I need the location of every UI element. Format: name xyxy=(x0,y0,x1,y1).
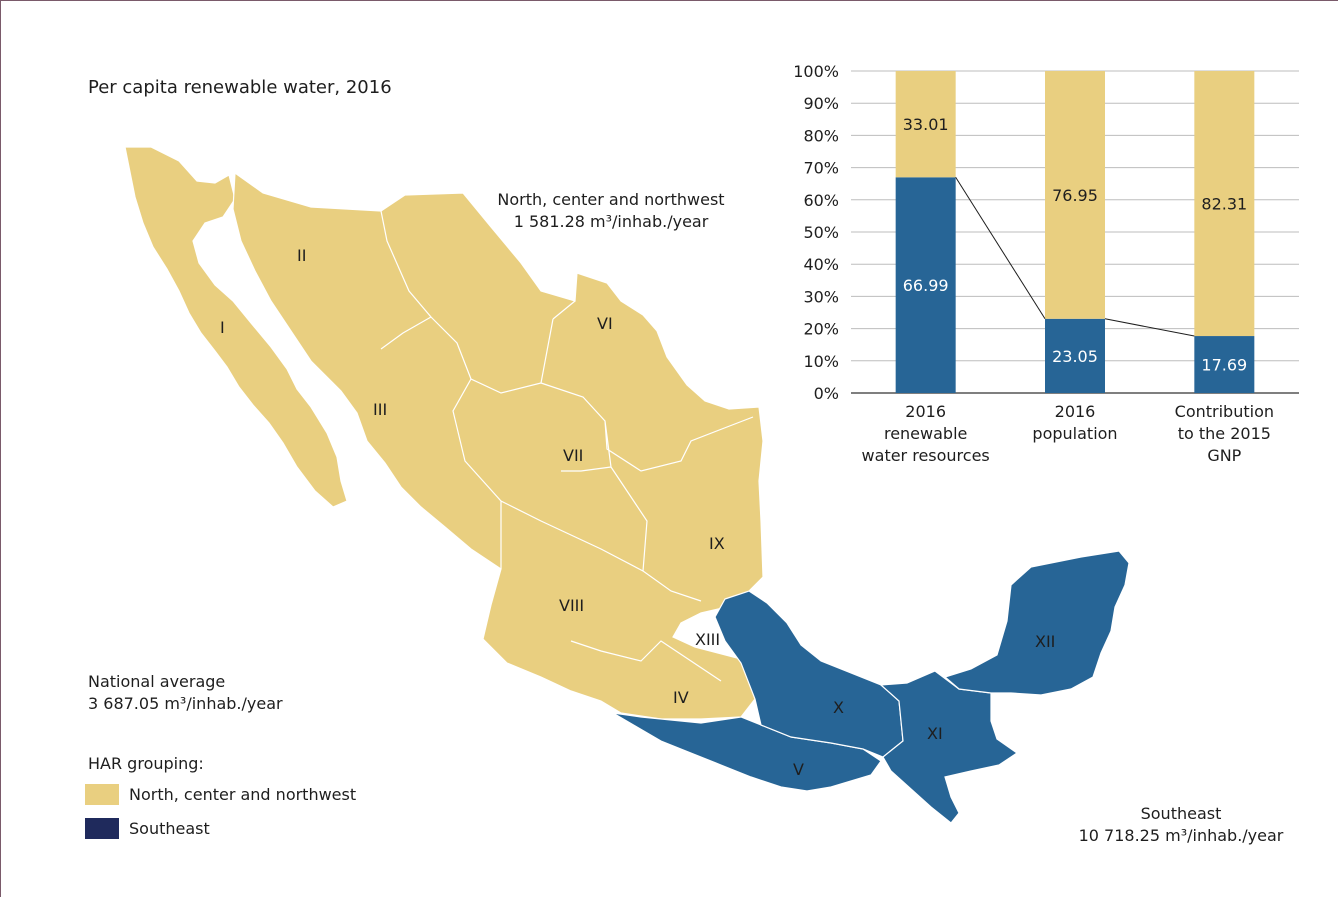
region-label-V: V xyxy=(793,760,804,779)
bar-segment xyxy=(1045,318,1105,393)
data-label: 66.99 xyxy=(903,276,949,295)
legend-swatch-north xyxy=(85,784,119,805)
y-tick-label: 70% xyxy=(803,159,839,178)
bar-segment xyxy=(1045,71,1105,319)
connector-line xyxy=(1104,318,1195,337)
bar-segment xyxy=(1194,336,1255,393)
x-category-label: 2016 xyxy=(1055,402,1096,421)
connector-line xyxy=(955,177,1046,320)
national-average-value: 3 687.05 m³/inhab./year xyxy=(88,694,283,713)
region-XI-shape xyxy=(879,670,1019,824)
bar-segment xyxy=(895,177,956,393)
bar-segment xyxy=(1194,71,1255,337)
bar-segment xyxy=(895,71,956,178)
north-group-shapes xyxy=(124,146,764,720)
y-tick-label: 80% xyxy=(803,126,839,145)
x-category-label: GNP xyxy=(1207,446,1241,465)
north-group-label: North, center and northwest xyxy=(497,190,725,209)
region-label-VII: VII xyxy=(563,446,584,465)
stacked-bar-chart: 0% 10% 20% 30% 40% 50% 60% 70% 80% 90% 100% 66.99 33… xyxy=(793,62,1299,465)
x-category-label: water resources xyxy=(862,446,990,465)
y-tick-label: 20% xyxy=(803,320,839,339)
mainland-north-shape xyxy=(232,171,764,720)
legend-label-southeast: Southeast xyxy=(129,819,210,838)
region-label-VIII: VIII xyxy=(559,596,585,615)
region-I-shape xyxy=(124,146,348,508)
data-label: 82.31 xyxy=(1201,195,1247,214)
region-XII-shape xyxy=(943,550,1130,696)
region-label-III: III xyxy=(373,400,388,419)
southeast-group-value: 10 718.25 m³/inhab./year xyxy=(1078,826,1284,845)
region-label-X: X xyxy=(833,698,844,717)
data-label: 76.95 xyxy=(1052,186,1098,205)
region-label-XI: XI xyxy=(927,724,943,743)
map-title: Per capita renewable water, 2016 xyxy=(88,77,392,98)
y-tick-label: 40% xyxy=(803,255,839,274)
region-label-XIII: XIII xyxy=(695,630,721,649)
region-label-XII: XII xyxy=(1035,632,1056,651)
data-label: 23.05 xyxy=(1052,347,1098,366)
data-label: 33.01 xyxy=(903,115,949,134)
y-tick-label: 10% xyxy=(803,352,839,371)
y-tick-label: 0% xyxy=(814,384,839,403)
region-label-VI: VI xyxy=(597,314,613,333)
x-category-label: population xyxy=(1032,424,1117,443)
legend-title: HAR grouping: xyxy=(88,754,204,773)
region-V-shape xyxy=(612,712,882,792)
north-group-value: 1 581.28 m³/inhab./year xyxy=(513,212,709,231)
y-tick-label: 90% xyxy=(803,94,839,113)
x-category-label: to the 2015 xyxy=(1178,424,1271,443)
southeast-group-label: Southeast xyxy=(1140,804,1222,823)
region-label-II: II xyxy=(297,246,307,265)
y-tick-label: 50% xyxy=(803,223,839,242)
national-average-label: National average xyxy=(88,672,226,691)
y-tick-label: 100% xyxy=(793,62,839,81)
x-category-label: renewable xyxy=(884,424,967,443)
y-tick-label: 60% xyxy=(803,191,839,210)
region-label-IV: IV xyxy=(673,688,689,707)
data-label: 17.69 xyxy=(1201,356,1247,375)
x-category-label: Contribution xyxy=(1175,402,1274,421)
legend-swatch-southeast xyxy=(85,818,119,839)
y-tick-label: 30% xyxy=(803,287,839,306)
region-label-IX: IX xyxy=(709,534,725,553)
x-category-label: 2016 xyxy=(905,402,946,421)
legend-label-north: North, center and northwest xyxy=(129,785,357,804)
region-label-I: I xyxy=(220,318,225,337)
southeast-group-shapes xyxy=(612,550,1130,824)
